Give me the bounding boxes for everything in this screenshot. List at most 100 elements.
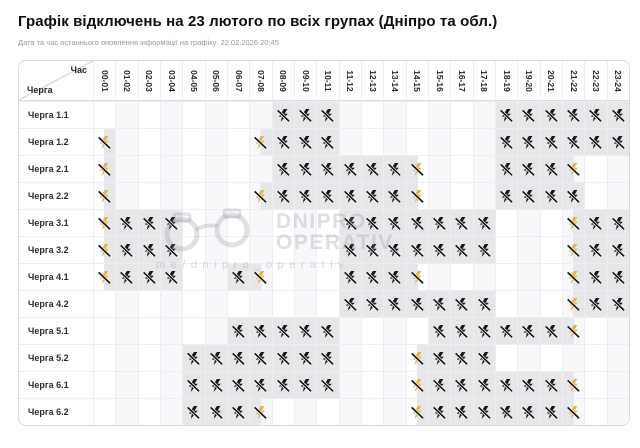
corner-hour-label: Час — [70, 65, 87, 75]
outage-cell — [472, 317, 495, 344]
outage-icon — [544, 189, 558, 203]
outage-cell — [517, 371, 540, 398]
outage-cell — [249, 398, 272, 425]
outage-cell — [562, 317, 585, 344]
partial-outage-icon — [98, 162, 112, 176]
outage-icon — [209, 351, 223, 365]
corner-cell: Час Черга — [19, 61, 93, 101]
outage-cell — [405, 236, 428, 263]
outage-cell — [405, 317, 428, 344]
hour-header: 01-02 — [115, 61, 138, 101]
outage-icon — [388, 162, 402, 176]
outage-cell — [428, 182, 451, 209]
outage-cell — [294, 128, 317, 155]
outage-cell — [495, 236, 518, 263]
outage-cell — [137, 317, 160, 344]
hour-header-label: 06-07 — [233, 69, 244, 92]
hour-header: 14-15 — [405, 61, 428, 101]
outage-cell — [115, 263, 138, 290]
hour-header-label: 08-09 — [278, 69, 289, 92]
partial-outage-icon — [410, 351, 424, 365]
outage-icon — [232, 378, 246, 392]
outage-cell — [428, 398, 451, 425]
hour-header-label: 04-05 — [188, 69, 199, 92]
outage-cell — [115, 155, 138, 182]
outage-icon — [455, 216, 469, 230]
outage-icon — [321, 108, 335, 122]
outage-icon — [589, 297, 603, 311]
outage-cell — [450, 371, 473, 398]
hour-header-label: 10-11 — [322, 69, 333, 92]
outage-cell — [361, 128, 384, 155]
outage-icon — [366, 216, 380, 230]
outage-cell — [93, 155, 116, 182]
outage-icon — [477, 405, 491, 419]
outage-icon — [343, 243, 357, 257]
outage-icon — [410, 297, 424, 311]
outage-icon — [433, 216, 447, 230]
hour-header: 13-14 — [383, 61, 406, 101]
hour-header: 17-18 — [472, 61, 495, 101]
outage-cell — [93, 371, 116, 398]
outage-icon — [433, 324, 447, 338]
outage-cell — [495, 317, 518, 344]
outage-cell — [539, 290, 562, 317]
outage-cell — [450, 398, 473, 425]
hour-header-label: 13-14 — [389, 69, 400, 92]
partial-outage-icon — [254, 135, 268, 149]
outage-cell — [160, 371, 183, 398]
outage-cell — [584, 263, 607, 290]
outage-icon — [589, 108, 603, 122]
outage-icon — [343, 189, 357, 203]
outage-cell — [227, 344, 250, 371]
outage-cell — [316, 344, 339, 371]
outage-cell — [182, 128, 205, 155]
outage-cell — [428, 101, 451, 128]
outage-cell — [338, 290, 361, 317]
queue-label: Черга 6.1 — [19, 371, 93, 398]
outage-cell — [137, 290, 160, 317]
queue-label: Черга 2.1 — [19, 155, 93, 182]
outage-cell — [472, 290, 495, 317]
outage-icon — [366, 189, 380, 203]
hour-header: 23-24 — [606, 61, 629, 101]
outage-cell — [115, 290, 138, 317]
outage-cell — [316, 155, 339, 182]
outage-cell — [316, 290, 339, 317]
outage-cell — [539, 155, 562, 182]
outage-icon — [209, 405, 223, 419]
hour-header-label: 14-15 — [412, 69, 423, 92]
outage-icon — [611, 108, 625, 122]
outage-cell — [338, 371, 361, 398]
outage-cell — [450, 317, 473, 344]
outage-cell — [249, 263, 272, 290]
outage-cell — [606, 263, 629, 290]
partial-outage-icon — [567, 405, 581, 419]
outage-icon — [522, 405, 536, 419]
outage-icon — [142, 216, 156, 230]
outage-cell — [361, 398, 384, 425]
outage-icon — [388, 216, 402, 230]
outage-cell — [271, 182, 294, 209]
outage-cell — [606, 398, 629, 425]
hour-header: 10-11 — [316, 61, 339, 101]
outage-cell — [316, 236, 339, 263]
outage-cell — [160, 236, 183, 263]
outage-cell — [338, 101, 361, 128]
outage-cell — [495, 398, 518, 425]
outage-icon — [544, 135, 558, 149]
outage-cell — [294, 155, 317, 182]
outage-cell — [606, 236, 629, 263]
outage-cell — [271, 263, 294, 290]
outage-cell — [584, 371, 607, 398]
outage-cell — [584, 182, 607, 209]
outage-icon — [343, 162, 357, 176]
outage-cell — [405, 371, 428, 398]
outage-icon — [500, 324, 514, 338]
partial-outage-icon — [567, 162, 581, 176]
outage-cell — [405, 344, 428, 371]
outage-cell — [405, 263, 428, 290]
outage-icon — [500, 162, 514, 176]
outage-cell — [562, 344, 585, 371]
hour-header: 16-17 — [450, 61, 473, 101]
